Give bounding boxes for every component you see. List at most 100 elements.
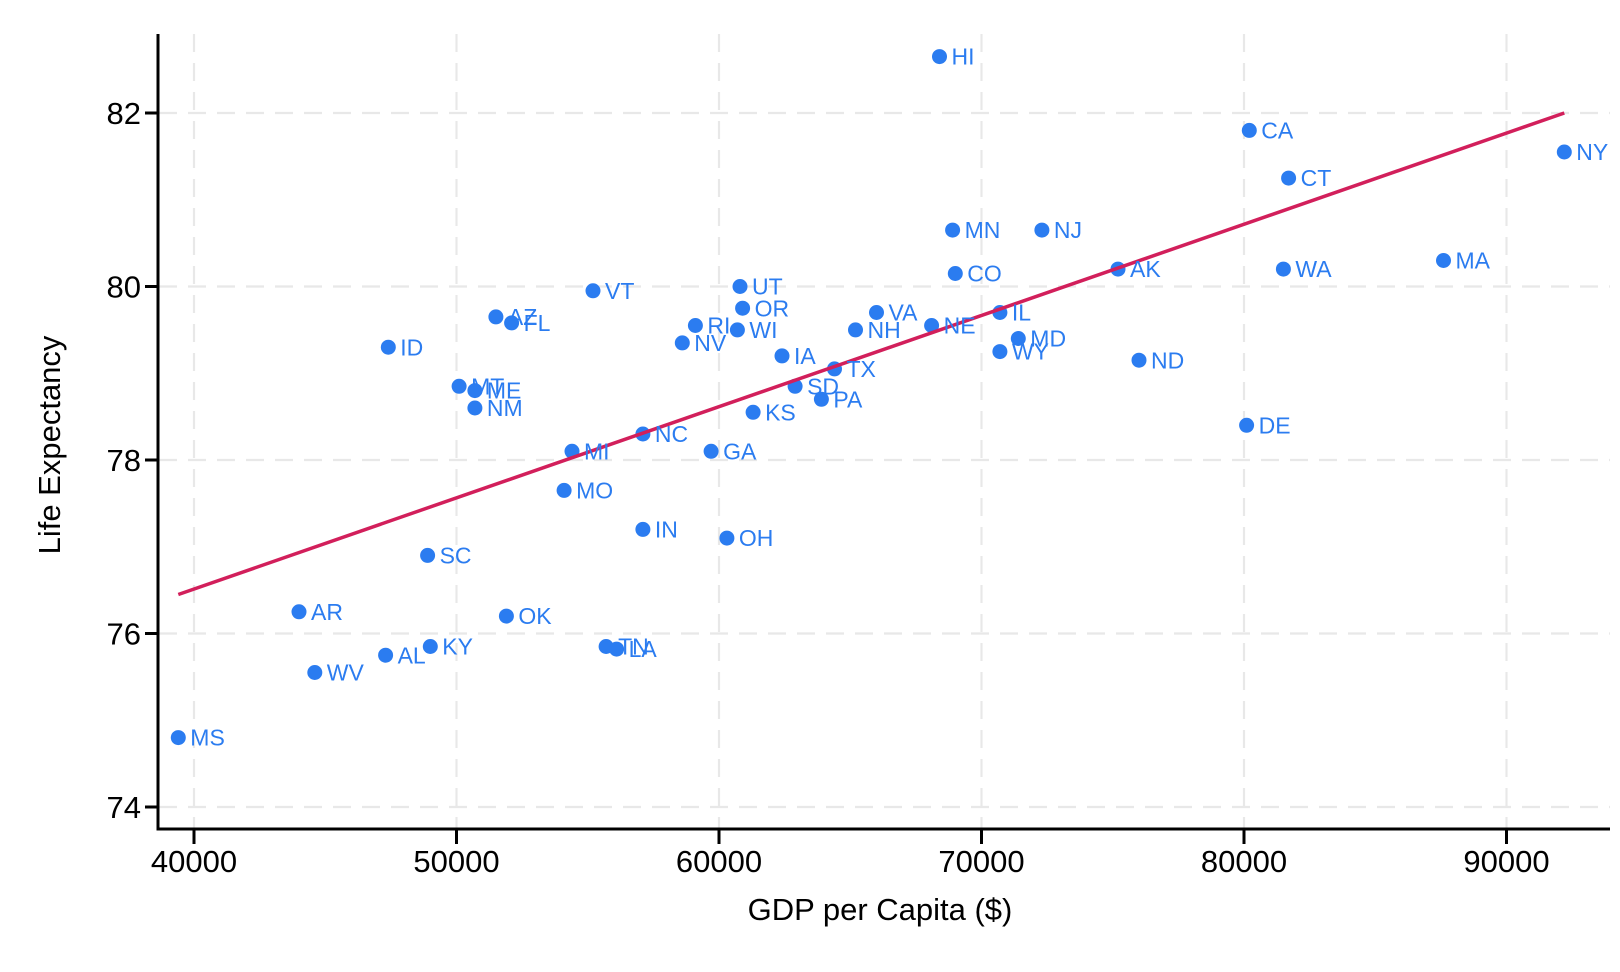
y-tick-label: 78	[107, 443, 141, 478]
data-point-dot-wy	[992, 344, 1008, 360]
data-point-dot-in	[635, 521, 651, 537]
data-point-dot-ks	[745, 404, 761, 420]
data-point-dot-de	[1239, 417, 1255, 433]
data-point-label-ne: NE	[944, 313, 976, 339]
data-point-label-ny: NY	[1576, 139, 1608, 165]
data-point-dot-me	[467, 383, 483, 399]
data-point-label-tn: TN	[618, 634, 649, 660]
data-point-label-wi: WI	[749, 317, 777, 343]
data-point-label-oh: OH	[739, 525, 774, 551]
data-point-label-hi: HI	[952, 44, 975, 70]
data-point-dot-ne	[924, 318, 940, 333]
data-point-dot-az	[488, 309, 504, 325]
data-point-label-il: IL	[1012, 300, 1031, 326]
x-tick-label: 90000	[1463, 844, 1549, 879]
data-point-label-ok: OK	[518, 603, 552, 629]
data-point-label-or: OR	[755, 295, 790, 321]
data-point-label-tx: TX	[847, 356, 876, 382]
data-point-label-pa: PA	[833, 386, 863, 412]
data-point-dot-ct	[1281, 170, 1297, 186]
data-point-label-nv: NV	[694, 330, 727, 356]
data-point-dot-ri	[687, 318, 703, 333]
y-tick-label: 74	[107, 790, 141, 825]
data-point-label-va: VA	[889, 300, 919, 326]
data-point-label-me: ME	[487, 378, 522, 404]
data-point-dot-ca	[1241, 122, 1257, 138]
data-point-label-sc: SC	[440, 542, 472, 568]
data-point-dot-md	[1010, 331, 1026, 346]
points-layer	[170, 49, 1572, 746]
data-point-label-ri: RI	[707, 313, 730, 339]
x-tick-label: 80000	[1201, 844, 1287, 879]
data-point-label-ct: CT	[1301, 165, 1332, 191]
data-point-label-de: DE	[1259, 412, 1291, 438]
data-point-label-az: AZ	[508, 304, 537, 330]
data-point-label-wv: WV	[327, 660, 365, 686]
data-point-dot-ma	[1436, 253, 1451, 268]
data-point-label-nc: NC	[655, 421, 688, 447]
data-point-label-id: ID	[400, 334, 423, 360]
data-point-dot-nj	[1034, 222, 1050, 238]
data-point-label-ut: UT	[752, 274, 783, 300]
data-point-dot-nm	[467, 400, 483, 416]
data-point-dot-ga	[703, 443, 719, 459]
data-point-dot-la	[609, 641, 625, 657]
data-point-label-mo: MO	[576, 477, 613, 503]
data-point-label-mi: MI	[584, 438, 610, 464]
data-point-dot-hi	[932, 49, 947, 65]
data-point-dot-mo	[556, 482, 572, 498]
data-point-label-nm: NM	[487, 395, 523, 421]
data-point-label-fl: FL	[524, 310, 551, 336]
data-point-label-nh: NH	[868, 317, 901, 343]
trend-layer	[177, 111, 1565, 597]
data-point-dot-co	[947, 266, 963, 281]
data-point-dot-sc	[420, 547, 436, 563]
data-point-label-al: AL	[398, 642, 426, 668]
trend-line	[177, 111, 1565, 597]
data-point-dot-or	[735, 300, 751, 316]
data-point-dot-ky	[422, 639, 438, 654]
data-point-label-co: CO	[967, 261, 1002, 287]
data-point-label-ky: KY	[442, 634, 473, 660]
data-point-dot-ar	[291, 604, 307, 620]
y-tick-label: 82	[107, 96, 141, 131]
data-point-dot-wa	[1275, 261, 1291, 277]
data-point-dot-ms	[170, 730, 186, 746]
data-point-label-wa: WA	[1295, 256, 1332, 282]
data-point-label-sd: SD	[807, 373, 839, 399]
data-point-dot-fl	[504, 315, 520, 331]
data-point-dot-al	[378, 647, 394, 663]
data-point-label-mn: MN	[965, 217, 1001, 243]
data-point-dot-nh	[848, 322, 863, 338]
data-point-dot-oh	[719, 530, 735, 546]
data-point-dot-nv	[674, 335, 690, 351]
data-point-dot-pa	[813, 391, 829, 407]
data-point-dot-ia	[774, 348, 790, 364]
data-point-label-nj: NJ	[1054, 217, 1082, 243]
data-point-label-nd: ND	[1151, 347, 1184, 373]
y-tick-label: 80	[107, 269, 141, 304]
data-point-dot-id	[380, 339, 396, 355]
data-point-dot-mt	[451, 378, 467, 394]
data-point-dot-ny	[1556, 144, 1572, 160]
data-point-dot-wi	[729, 322, 745, 338]
x-tick-label: 40000	[151, 844, 237, 879]
data-point-label-ms: MS	[190, 725, 225, 751]
data-point-label-ak: AK	[1130, 256, 1161, 282]
data-point-dot-ut	[732, 279, 748, 294]
grid-layer	[159, 34, 1610, 828]
x-tick-label: 50000	[413, 844, 499, 879]
data-point-dot-mn	[945, 222, 961, 238]
y-tick-label: 76	[107, 616, 141, 651]
data-point-label-ia: IA	[794, 343, 816, 369]
data-point-dot-vt	[585, 283, 601, 299]
x-tick-label: 60000	[676, 844, 762, 879]
data-point-label-ga: GA	[723, 438, 757, 464]
x-axis-title: GDP per Capita ($)	[748, 892, 1013, 927]
data-point-dot-wv	[307, 665, 323, 680]
data-point-label-la: LA	[629, 636, 658, 662]
data-point-label-in: IN	[655, 516, 678, 542]
data-point-label-md: MD	[1030, 326, 1066, 352]
